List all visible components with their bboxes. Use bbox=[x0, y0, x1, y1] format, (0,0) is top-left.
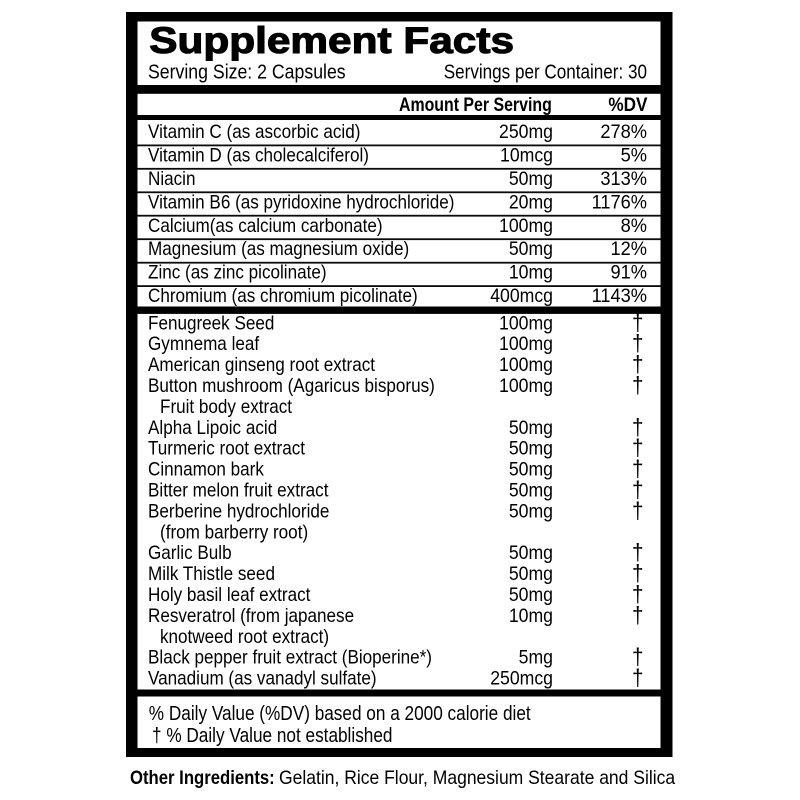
svg-text:†: † bbox=[632, 309, 644, 335]
svg-text:Gelatin, Rice Flour, Magnesium: Gelatin, Rice Flour, Magnesium Stearate … bbox=[279, 766, 676, 788]
svg-text:Bitter melon fruit extract: Bitter melon fruit extract bbox=[148, 480, 328, 501]
svg-text:% Daily Value (%DV) based on a: % Daily Value (%DV) based on a 2000 calo… bbox=[149, 702, 532, 725]
svg-text:†: † bbox=[632, 330, 644, 356]
svg-text:%DV: %DV bbox=[608, 93, 648, 115]
svg-text:10mg: 10mg bbox=[509, 604, 553, 626]
svg-text:Servings per Container: 30: Servings per Container: 30 bbox=[444, 60, 647, 83]
svg-text:100mg: 100mg bbox=[499, 333, 553, 355]
svg-text:Vanadium (as vanadyl sulfate): Vanadium (as vanadyl sulfate) bbox=[148, 668, 377, 689]
svg-text:†: † bbox=[632, 414, 644, 440]
svg-text:Other Ingredients:: Other Ingredients: bbox=[130, 767, 275, 788]
svg-text:50mg: 50mg bbox=[509, 458, 553, 480]
svg-text:5%: 5% bbox=[621, 144, 647, 165]
svg-text:50mg: 50mg bbox=[509, 562, 553, 584]
svg-text:100mg: 100mg bbox=[499, 312, 553, 334]
svg-text:Gymnema leaf: Gymnema leaf bbox=[148, 333, 260, 354]
svg-text:10mcg: 10mcg bbox=[500, 144, 553, 166]
svg-text:Serving Size: 2 Capsules: Serving Size: 2 Capsules bbox=[148, 62, 346, 84]
svg-text:50mg: 50mg bbox=[509, 542, 553, 564]
svg-text:50mg: 50mg bbox=[509, 437, 553, 459]
svg-text:Resveratrol (from japanese: Resveratrol (from japanese bbox=[148, 605, 354, 626]
svg-text:†: † bbox=[632, 665, 644, 691]
svg-text:Supplement Facts: Supplement Facts bbox=[149, 20, 514, 61]
svg-text:Garlic Bulb: Garlic Bulb bbox=[148, 542, 232, 563]
svg-text:†: † bbox=[632, 560, 644, 586]
svg-text:†: † bbox=[632, 539, 644, 565]
svg-text:Milk Thistle seed: Milk Thistle seed bbox=[148, 563, 275, 584]
svg-text:12%: 12% bbox=[611, 238, 647, 259]
svg-text:50mg: 50mg bbox=[509, 167, 553, 189]
svg-text:50mg: 50mg bbox=[509, 500, 553, 522]
svg-text:10mg: 10mg bbox=[509, 261, 553, 283]
svg-text:Button mushroom (Agaricus bisp: Button mushroom (Agaricus bisporus) bbox=[148, 375, 435, 396]
svg-text:Vitamin D (as cholecalciferol): Vitamin D (as cholecalciferol) bbox=[148, 145, 369, 166]
svg-text:†: † bbox=[632, 351, 644, 377]
svg-text:Niacin: Niacin bbox=[148, 168, 195, 189]
svg-text:(from barberry root): (from barberry root) bbox=[160, 521, 308, 542]
svg-text:100mg: 100mg bbox=[499, 353, 553, 375]
svg-text:American ginseng root extract: American ginseng root extract bbox=[148, 354, 375, 375]
svg-text:91%: 91% bbox=[611, 261, 647, 282]
svg-text:100mg: 100mg bbox=[499, 374, 553, 396]
svg-text:Calcium(as calcium carbonate): Calcium(as calcium carbonate) bbox=[148, 215, 383, 236]
svg-text:5mg: 5mg bbox=[519, 646, 553, 668]
svg-text:† % Daily Value not establishe: † % Daily Value not established bbox=[152, 724, 392, 747]
svg-text:†: † bbox=[632, 435, 644, 461]
svg-text:Zinc (as zinc picolinate): Zinc (as zinc picolinate) bbox=[148, 262, 327, 283]
svg-text:Holy basil leaf extract: Holy basil leaf extract bbox=[148, 584, 310, 605]
svg-text:†: † bbox=[632, 581, 644, 607]
svg-text:Vitamin C (as ascorbic acid): Vitamin C (as ascorbic acid) bbox=[148, 121, 360, 142]
svg-text:1176%: 1176% bbox=[592, 191, 647, 212]
svg-text:250mcg: 250mcg bbox=[490, 667, 553, 689]
svg-text:Fenugreek Seed: Fenugreek Seed bbox=[148, 312, 274, 333]
svg-text:Magnesium (as magnesium oxide): Magnesium (as magnesium oxide) bbox=[148, 238, 409, 259]
svg-text:Berberine hydrochloride: Berberine hydrochloride bbox=[148, 501, 329, 522]
svg-text:20mg: 20mg bbox=[509, 191, 553, 213]
svg-text:250mg: 250mg bbox=[499, 120, 553, 142]
svg-text:knotweed root extract): knotweed root extract) bbox=[160, 626, 329, 647]
svg-text:400mcg: 400mcg bbox=[490, 284, 553, 306]
svg-text:†: † bbox=[632, 476, 644, 502]
svg-text:†: † bbox=[632, 644, 644, 670]
svg-text:100mg: 100mg bbox=[499, 214, 553, 236]
svg-text:Fruit body extract: Fruit body extract bbox=[160, 396, 292, 417]
svg-text:Black pepper fruit extract (Bi: Black pepper fruit extract (Bioperine*) bbox=[148, 647, 432, 668]
svg-text:Vitamin B6 (as pyridoxine hydr: Vitamin B6 (as pyridoxine hydrochloride) bbox=[148, 191, 454, 212]
svg-text:50mg: 50mg bbox=[509, 583, 553, 605]
svg-text:Cinnamon bark: Cinnamon bark bbox=[148, 459, 265, 480]
svg-text:Chromium (as chromium picolina: Chromium (as chromium picolinate) bbox=[148, 285, 418, 306]
svg-text:278%: 278% bbox=[600, 121, 647, 142]
svg-text:313%: 313% bbox=[600, 168, 647, 189]
svg-text:†: † bbox=[632, 497, 644, 523]
svg-text:†: † bbox=[632, 602, 644, 628]
svg-text:Turmeric root extract: Turmeric root extract bbox=[148, 438, 305, 459]
svg-text:†: † bbox=[632, 372, 644, 398]
svg-text:8%: 8% bbox=[621, 214, 647, 235]
svg-text:†: † bbox=[632, 456, 644, 482]
svg-text:50mg: 50mg bbox=[509, 238, 553, 260]
svg-text:50mg: 50mg bbox=[509, 479, 553, 501]
svg-text:Amount Per Serving: Amount Per Serving bbox=[399, 93, 552, 115]
svg-text:1143%: 1143% bbox=[592, 285, 647, 306]
svg-text:Alpha Lipoic acid: Alpha Lipoic acid bbox=[148, 417, 277, 438]
svg-text:50mg: 50mg bbox=[509, 416, 553, 438]
